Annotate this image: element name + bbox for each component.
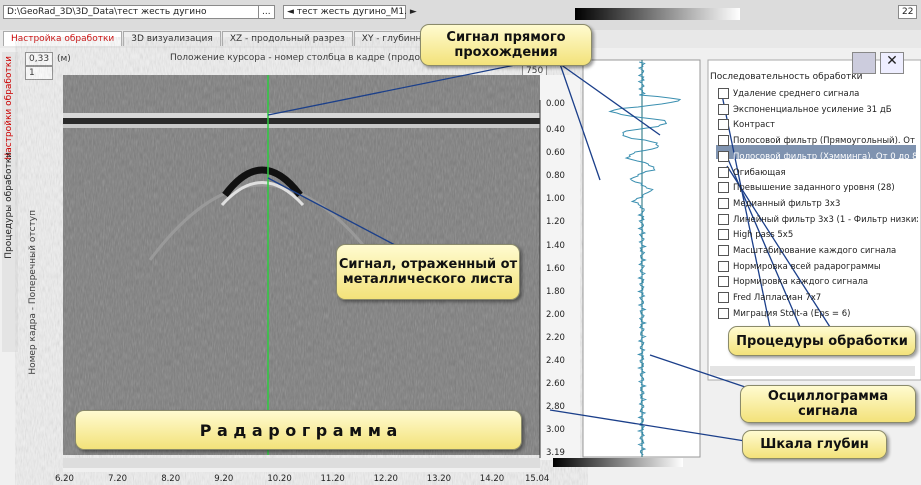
callout: Процедуры обработки [728, 326, 916, 356]
depth-tick-label: 0.00 [546, 99, 565, 109]
checkbox[interactable] [718, 245, 729, 256]
callout: Сигнал прямого прохождения [420, 24, 592, 66]
depth-tick-label: 1.20 [546, 217, 565, 227]
depth-tick-label: 0.80 [546, 171, 565, 181]
depth-tick-label: 0.60 [546, 148, 565, 158]
item-label: Полосовой фильтр (Прямоугольный). От 0 д… [733, 136, 918, 146]
item-label: Линейный фильтр 3x3 (1 - Фильтр низких ч… [733, 215, 918, 225]
tool-button[interactable] [852, 52, 876, 74]
x-tick-label: 14.20 [480, 474, 504, 484]
item-label: High pass 5x5 [733, 230, 793, 240]
processing-list: Удаление среднего сигнала Экспоненциально… [718, 88, 918, 363]
list-item[interactable]: High pass 5x5 [718, 229, 793, 240]
depth-tick-label: 1.00 [546, 194, 565, 204]
checkbox[interactable] [718, 151, 729, 162]
x-tick-label: 12.20 [374, 474, 398, 484]
checkbox[interactable] [718, 88, 729, 99]
item-label: Превышение заданного уровня (28) [733, 183, 895, 193]
depth-tick-label: 0.40 [546, 125, 565, 135]
x-tick-label: 7.20 [108, 474, 127, 484]
list-item[interactable]: Экспоненциальное усиление 31 дБ [718, 104, 892, 115]
item-label: Нормировка всей радарограммы [733, 262, 881, 272]
list-item[interactable]: Нормировка каждого сигнала [718, 276, 868, 287]
scrollbar[interactable] [63, 458, 540, 468]
list-item[interactable]: Контраст [718, 119, 775, 130]
direct-wave [63, 118, 540, 124]
list-item[interactable]: Нормировка всей радарограммы [718, 261, 881, 272]
screen: D:\GeoRad_3D\3D_Data\тест жесть дугино .… [0, 0, 921, 485]
x-tick-label: 13.20 [427, 474, 451, 484]
close-button[interactable]: ✕ [880, 52, 904, 74]
list-item[interactable]: Медианный фильтр 3x3 [718, 198, 840, 209]
callout: Осциллограмма сигнала [740, 385, 916, 423]
direct-wave [63, 113, 540, 118]
x-axis [63, 468, 540, 472]
checkbox[interactable] [718, 229, 729, 240]
depth-tick-label: 2.40 [546, 356, 565, 366]
depth-tick-label: 2.20 [546, 333, 565, 343]
depth-tick-label: 1.40 [546, 241, 565, 251]
depth-tick-label: 1.60 [546, 264, 565, 274]
checkbox[interactable] [718, 135, 729, 146]
checkbox[interactable] [718, 119, 729, 130]
direct-wave [63, 124, 540, 128]
item-label: Удаление среднего сигнала [733, 89, 859, 99]
depth-tick-label: 2.00 [546, 310, 565, 320]
checkbox[interactable] [718, 198, 729, 209]
item-label: Нормировка каждого сигнала [733, 277, 868, 287]
checkbox[interactable] [718, 214, 729, 225]
callout: Р а д а р о г р а м м а [75, 410, 522, 450]
list-item[interactable]: Полосовой фильтр (Хэмминга). От 0 до 84 [718, 151, 918, 162]
x-tick-label: 11.20 [321, 474, 345, 484]
checkbox[interactable] [718, 261, 729, 272]
checkbox[interactable] [718, 292, 729, 303]
depth-tick-label: 3.00 [546, 425, 565, 435]
list-item[interactable]: Линейный фильтр 3x3 (1 - Фильтр низких ч… [718, 214, 918, 225]
item-label: Полосовой фильтр (Хэмминга). От 0 до 84 [733, 152, 918, 162]
x-tick-label: 9.20 [214, 474, 233, 484]
x-tick-label: 15.04 [525, 474, 549, 484]
x-tick-label: 6.20 [55, 474, 74, 484]
checkbox[interactable] [718, 182, 729, 193]
depth-tick-label: 2.80 [546, 402, 565, 412]
item-label: Огибающая [733, 168, 786, 178]
list-item[interactable]: Удаление среднего сигнала [718, 88, 859, 99]
callout: Сигнал, отраженный от металлического лис… [336, 244, 520, 300]
list-item[interactable]: Огибающая [718, 167, 786, 178]
list-item[interactable]: Fred Лапласиан 7x7 [718, 292, 821, 303]
item-label: Контраст [733, 120, 775, 130]
item-label: Fred Лапласиан 7x7 [733, 293, 821, 303]
checkbox[interactable] [718, 104, 729, 115]
item-label: Миграция Stolt-a (Eps = 6) [733, 309, 850, 319]
depth-tick-label: 2.60 [546, 379, 565, 389]
checkbox[interactable] [718, 276, 729, 287]
checkbox[interactable] [718, 308, 729, 319]
depth-tick-label: 3.19 [546, 448, 565, 458]
list-item[interactable]: Полосовой фильтр (Прямоугольный). От 0 д… [718, 135, 918, 146]
callout: Шкала глубин [742, 430, 887, 459]
item-label: Медианный фильтр 3x3 [733, 199, 840, 209]
list-item[interactable]: Миграция Stolt-a (Eps = 6) [718, 308, 850, 319]
x-tick-label: 10.20 [267, 474, 291, 484]
palette [553, 458, 683, 467]
x-tick-label: 8.20 [161, 474, 180, 484]
panel-title: Последовательность обработки [710, 72, 863, 82]
list-item[interactable]: Масштабирование каждого сигнала [718, 245, 896, 256]
list-item[interactable]: Превышение заданного уровня (28) [718, 182, 895, 193]
checkbox[interactable] [718, 167, 729, 178]
depth-tick-label: 1.80 [546, 287, 565, 297]
item-label: Экспоненциальное усиление 31 дБ [733, 105, 892, 115]
scrollbar[interactable] [710, 366, 915, 376]
item-label: Масштабирование каждого сигнала [733, 246, 896, 256]
